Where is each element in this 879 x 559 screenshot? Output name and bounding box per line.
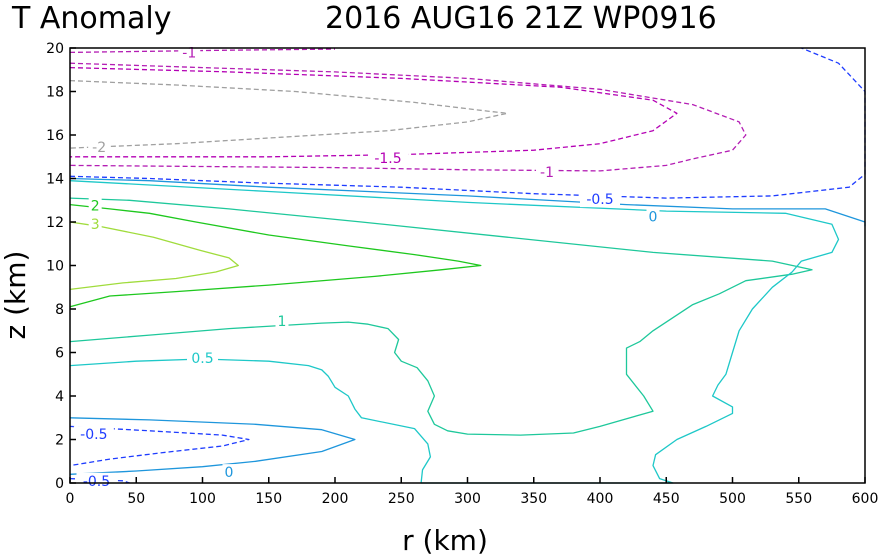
x-tick-label: 500: [719, 491, 746, 507]
contour-label: 1: [278, 314, 287, 330]
contour-label: -1.5: [374, 151, 401, 167]
y-tick-label: 14: [46, 172, 64, 188]
contour-line-3: [69, 221, 239, 291]
contour-lines: [69, 47, 866, 484]
contour-label-bg: [76, 472, 117, 489]
contour-line-0-b: [69, 417, 356, 475]
x-tick-label: 100: [189, 491, 216, 507]
contour-label-bg: [88, 197, 102, 214]
contour-label: 2: [91, 199, 100, 215]
y-tick-label: 12: [46, 215, 64, 231]
contour-label-bg: [88, 216, 102, 233]
contour-label-c: -0.5: [83, 474, 110, 490]
x-tick-label: 150: [255, 491, 282, 507]
contour-line-neg2: [69, 79, 508, 149]
contour-label: -0.5: [586, 192, 613, 208]
y-tick-label: 0: [55, 476, 64, 492]
contour-label-bg: [536, 163, 558, 180]
x-tick-label: 600: [852, 491, 879, 507]
contour-line-neg1p5: [69, 66, 678, 158]
y-tick-label: 20: [46, 41, 64, 57]
contour-label-bg: [275, 312, 289, 329]
x-tick-label: 400: [587, 491, 614, 507]
y-tick-label: 10: [46, 259, 64, 275]
contour-line-neg1-b: [69, 48, 336, 54]
x-tick-label: 250: [388, 491, 415, 507]
contour-label: 3: [91, 217, 100, 233]
y-axis-ticks: 0 2 4 6 8 10 12 14 16 18 20: [46, 41, 76, 492]
chart-title-left: T Anomaly: [11, 1, 171, 36]
contour-label: -2: [92, 140, 106, 156]
y-tick-label: 2: [55, 433, 64, 449]
contour-label-bg: [580, 191, 620, 208]
contour-label-b: 0: [225, 465, 234, 481]
contour-line-0p5: [69, 180, 840, 484]
contour-line-neg1: [69, 62, 747, 172]
contour-line-1: [69, 197, 813, 436]
x-tick-label: 50: [127, 491, 145, 507]
y-tick-label: 4: [55, 389, 64, 405]
contour-label-bg: [187, 349, 218, 366]
contour-line-2: [69, 203, 482, 308]
contour-label-bg: [646, 208, 660, 225]
contour-label-bg: [368, 149, 408, 166]
contour-line-0: [69, 177, 866, 227]
x-tick-label: 450: [653, 491, 680, 507]
contour-labels: 3 2 1 0.5 0 0 -0.5 -0.5 -0.5 -1 -1 -1.5 -2: [73, 44, 660, 490]
x-tick-label: 300: [454, 491, 481, 507]
contour-label-bg: [222, 464, 236, 481]
contour-label-b: -0.5: [80, 427, 107, 443]
contour-label: 0.5: [191, 351, 213, 367]
x-tick-label: 200: [322, 491, 349, 507]
contour-label-bg: [73, 426, 114, 443]
x-axis-label: r (km): [402, 524, 488, 557]
x-axis-ticks: 0 50 100 150 200 250 300 350 400 450 500 550 600: [66, 477, 879, 507]
contour-line-neg0p5: [69, 47, 866, 199]
x-tick-label: 550: [785, 491, 812, 507]
y-tick-label: 8: [55, 302, 64, 318]
y-tick-label: 6: [55, 346, 64, 362]
contour-line-neg0p5-b: [69, 425, 250, 467]
contour-label-bg: [88, 138, 111, 155]
contour-label: -1: [182, 45, 196, 61]
y-tick-label: 18: [46, 85, 64, 101]
contour-label: 0: [649, 210, 658, 226]
contour-label-b: -1: [540, 165, 554, 181]
chart-title-right: 2016 AUG16 21Z WP0916: [325, 1, 717, 36]
y-tick-label: 16: [46, 128, 64, 144]
x-tick-label: 0: [66, 491, 75, 507]
x-tick-label: 350: [520, 491, 547, 507]
y-axis-label: z (km): [0, 251, 32, 340]
